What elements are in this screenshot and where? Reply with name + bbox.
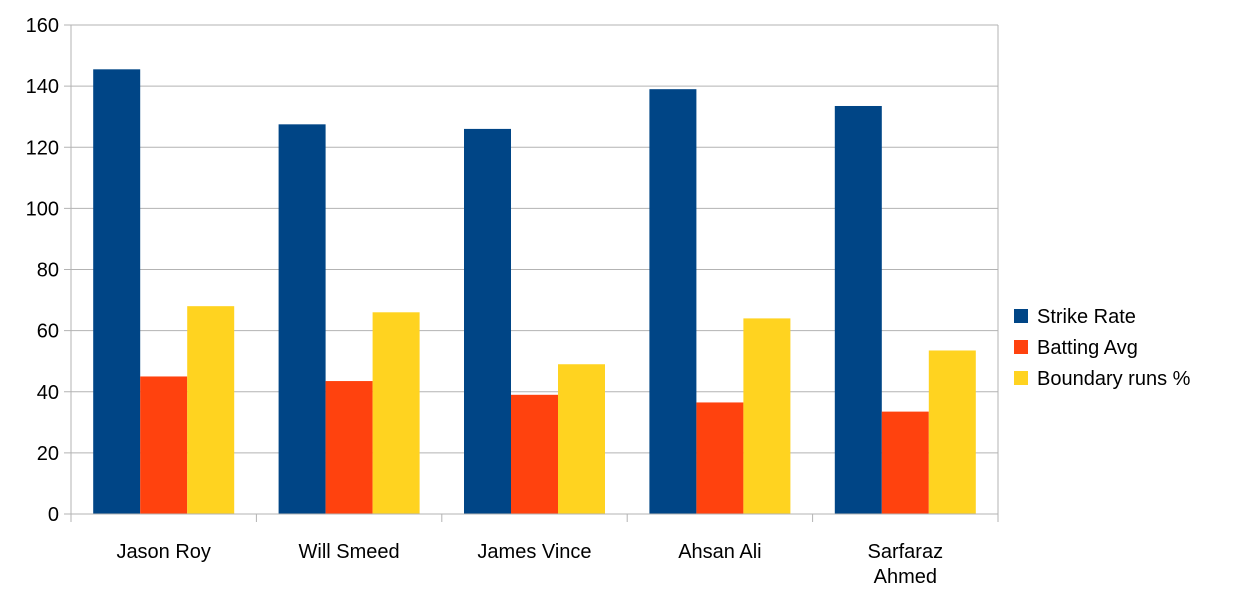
bar-batting-avg-1 [325,381,373,514]
y-tick-label: 120 [26,137,59,159]
y-axis-tick-labels: 0 20 40 60 80 100 120 140 160 [26,15,59,526]
bar-batting-avg-0 [140,376,188,514]
x-axis-tick-labels: Jason Roy Will Smeed James Vince Ahsan Ali S… [116,541,944,588]
legend-label: Strike Rate [1037,306,1136,328]
x-tick-label: Ahsan Ali [678,541,761,563]
bar-boundary-runs--2 [558,364,605,514]
bar-strike-rate-1 [278,124,326,514]
bar-boundary-runs--3 [743,318,791,514]
bar-strike-rate-2 [464,128,511,514]
bar-boundary-runs--0 [187,306,235,514]
bar-strike-rate-4 [834,105,882,514]
y-tick-label: 40 [37,382,59,404]
bar-boundary-runs--1 [372,312,420,514]
x-tick-label: Will Smeed [299,541,400,563]
y-tick-label: 140 [26,76,59,98]
bar-boundary-runs--4 [928,350,976,514]
bar-strike-rate-3 [649,89,697,515]
y-tick-label: 0 [48,504,59,526]
legend-label: Boundary runs % [1037,368,1191,390]
x-tick-label: Sarfaraz [868,541,944,563]
y-tick-label: 20 [37,443,59,465]
y-tick-label: 60 [37,321,59,343]
bars [93,69,976,515]
legend: Strike Rate Batting Avg Boundary runs % [1014,306,1191,390]
legend-swatch [1014,309,1028,323]
x-tick-label: James Vince [477,541,591,563]
legend-swatch [1014,371,1028,385]
bar-batting-avg-4 [881,411,929,514]
legend-label: Batting Avg [1037,337,1138,359]
y-tick-label: 160 [26,15,59,37]
bar-strike-rate-0 [93,69,141,515]
y-tick-label: 100 [26,198,59,220]
bar-batting-avg-3 [696,402,744,514]
x-tick-label: Jason Roy [116,541,211,563]
legend-swatch [1014,340,1028,354]
y-tick-label: 80 [37,260,59,282]
x-tick-label: Ahmed [874,566,937,587]
axes [64,24,999,522]
bar-batting-avg-2 [511,394,558,514]
